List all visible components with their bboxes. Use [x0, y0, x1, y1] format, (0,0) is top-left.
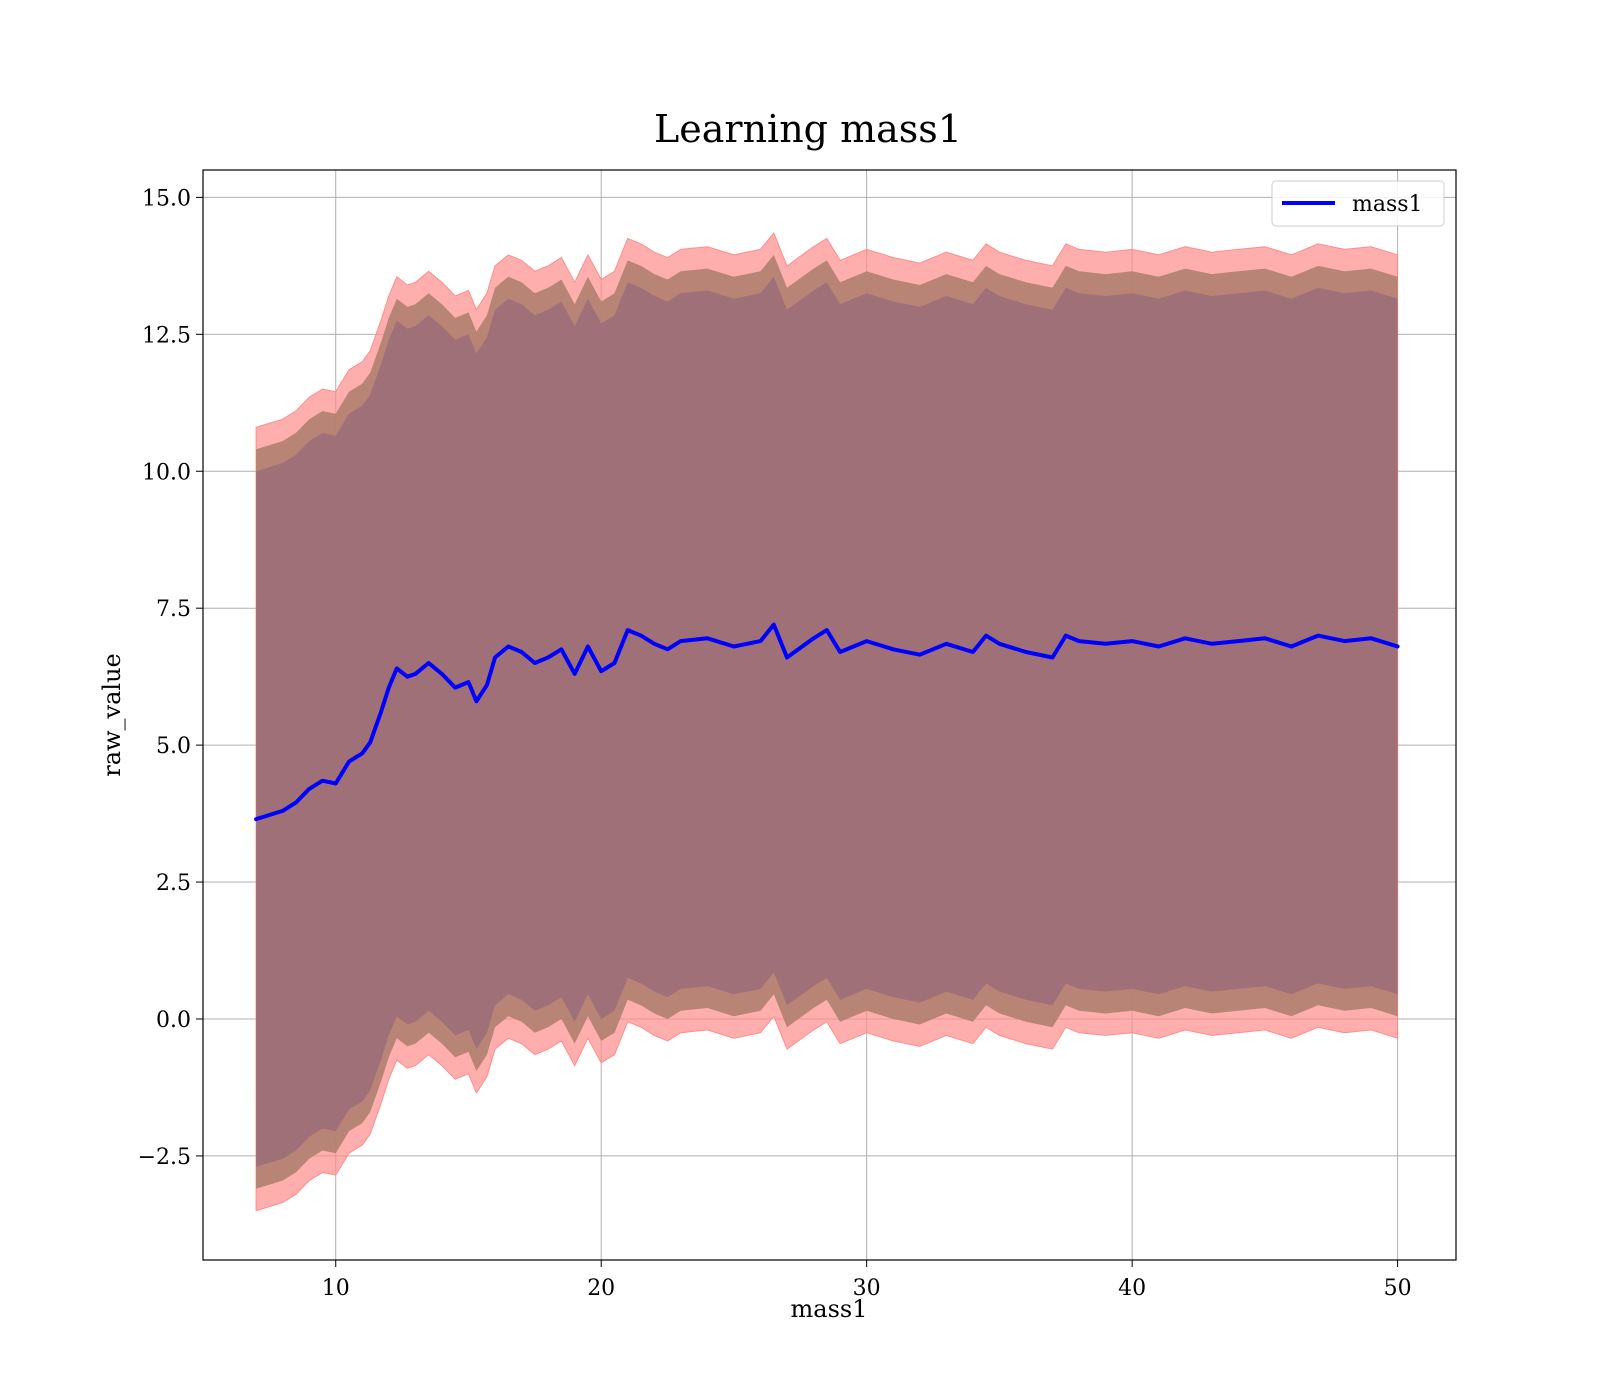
y-tick-label: 15.0 [142, 186, 191, 211]
y-tick-label: 5.0 [156, 734, 191, 759]
y-tick-label: 2.5 [156, 871, 191, 896]
chart-title: Learning mass1 [654, 107, 962, 151]
plot-area [202, 169, 1457, 1261]
y-axis: −2.5 0.0 2.5 5.0 7.5 10.0 12.5 15.0 [138, 186, 203, 1170]
x-tick-label: 20 [587, 1276, 615, 1301]
legend-label-mass1: mass1 [1352, 192, 1423, 217]
x-tick-label: 10 [322, 1276, 350, 1301]
y-axis-label: raw_value [98, 653, 126, 777]
confidence-bands [255, 232, 1399, 1212]
legend-box [1271, 180, 1445, 227]
y-tick-label: 0.0 [156, 1008, 191, 1033]
x-tick-label: 30 [853, 1276, 881, 1301]
series-line-mass1 [254, 622, 1400, 822]
x-axis-label: mass1 [791, 1295, 868, 1323]
core-band [256, 276, 1398, 1167]
x-tick-label: 50 [1384, 1276, 1412, 1301]
y-tick-label: 12.5 [142, 323, 191, 348]
y-tick-label: −2.5 [138, 1145, 191, 1170]
series-lines [254, 622, 1400, 822]
x-tick-label: 40 [1118, 1276, 1146, 1301]
y-tick-label: 10.0 [142, 460, 191, 485]
x-axis: 10 20 30 40 50 [322, 1260, 1412, 1301]
plot-frame [202, 169, 1457, 1261]
y-tick-label: 7.5 [156, 597, 191, 622]
legend: mass1 [1271, 180, 1445, 227]
